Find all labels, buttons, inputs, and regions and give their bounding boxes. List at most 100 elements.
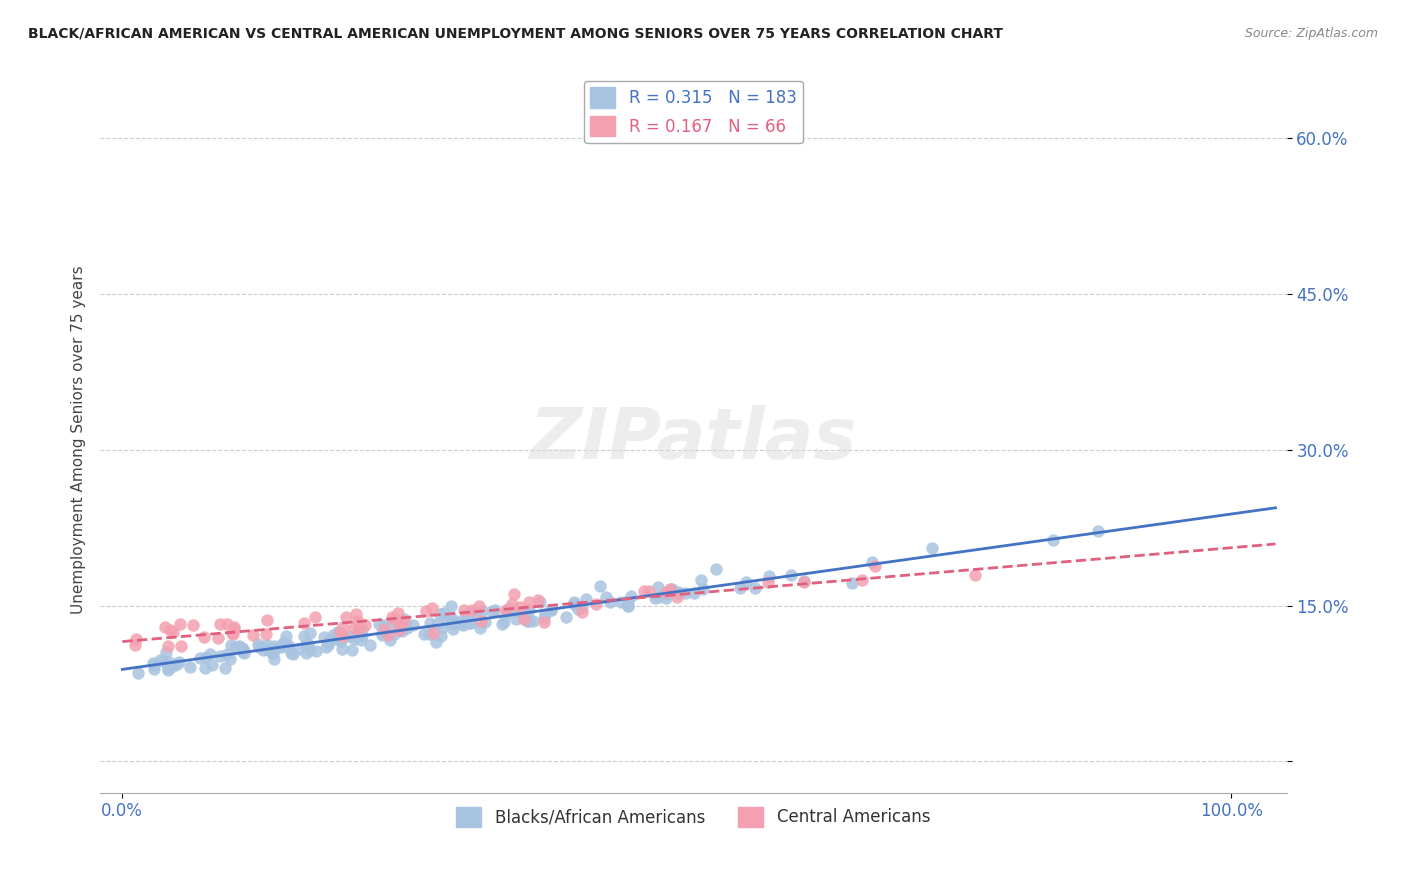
Point <box>460 607 482 621</box>
Point <box>277 638 299 652</box>
Point <box>231 644 253 658</box>
Point <box>263 639 285 653</box>
Point <box>326 625 349 640</box>
Point <box>863 559 886 574</box>
Point <box>208 649 231 664</box>
Point <box>527 593 550 607</box>
Point <box>515 603 537 617</box>
Point <box>188 650 211 665</box>
Point <box>262 647 284 661</box>
Point <box>426 617 449 632</box>
Point <box>344 607 367 621</box>
Point <box>571 605 593 619</box>
Point <box>127 666 149 681</box>
Point <box>322 628 344 642</box>
Point <box>262 646 284 660</box>
Point <box>648 590 671 604</box>
Point <box>181 618 204 632</box>
Point <box>595 590 617 604</box>
Point <box>315 640 337 654</box>
Point <box>228 640 250 654</box>
Point <box>318 638 340 652</box>
Point <box>441 622 464 636</box>
Point <box>467 599 489 613</box>
Point <box>321 633 343 648</box>
Point <box>298 643 321 657</box>
Point <box>516 614 538 628</box>
Point <box>659 582 682 596</box>
Point <box>304 610 326 624</box>
Point <box>222 623 245 637</box>
Point <box>377 627 399 641</box>
Point <box>388 624 411 638</box>
Point <box>215 617 238 632</box>
Point <box>395 621 418 635</box>
Point <box>312 631 335 645</box>
Point <box>502 604 524 618</box>
Point <box>273 636 295 650</box>
Point <box>533 615 555 629</box>
Point <box>274 629 297 643</box>
Point <box>540 603 562 617</box>
Point <box>179 660 201 674</box>
Point <box>343 632 366 646</box>
Point <box>429 607 451 621</box>
Point <box>758 569 780 583</box>
Point <box>359 638 381 652</box>
Point <box>352 623 374 637</box>
Point <box>517 603 540 617</box>
Point <box>394 614 416 628</box>
Point <box>498 601 520 615</box>
Point <box>231 640 253 655</box>
Point <box>152 654 174 668</box>
Point <box>330 642 353 657</box>
Point <box>610 595 633 609</box>
Point <box>297 638 319 652</box>
Point <box>346 624 368 639</box>
Point <box>273 638 295 652</box>
Point <box>370 626 392 640</box>
Point <box>228 639 250 653</box>
Point <box>263 652 285 666</box>
Point <box>326 625 349 640</box>
Point <box>415 604 437 618</box>
Point <box>554 610 576 624</box>
Point <box>460 615 482 630</box>
Point <box>162 625 184 640</box>
Point <box>385 613 408 627</box>
Point <box>575 591 598 606</box>
Point <box>221 625 243 640</box>
Point <box>673 586 696 600</box>
Point <box>522 614 544 628</box>
Point <box>125 632 148 647</box>
Point <box>166 657 188 672</box>
Point <box>157 655 180 669</box>
Point <box>420 601 443 615</box>
Point <box>384 612 406 626</box>
Point <box>155 645 177 659</box>
Point <box>1087 524 1109 539</box>
Point <box>451 618 474 632</box>
Point <box>413 626 436 640</box>
Point <box>441 612 464 626</box>
Point <box>515 607 537 622</box>
Point <box>378 632 401 647</box>
Point <box>793 574 815 589</box>
Point <box>860 555 883 569</box>
Point <box>395 618 418 632</box>
Point <box>193 630 215 644</box>
Point <box>142 656 165 670</box>
Point <box>299 625 322 640</box>
Point <box>329 624 352 639</box>
Point <box>540 603 562 617</box>
Y-axis label: Unemployment Among Seniors over 75 years: Unemployment Among Seniors over 75 years <box>72 265 86 614</box>
Point <box>728 581 751 595</box>
Point <box>657 587 679 601</box>
Point <box>214 661 236 675</box>
Point <box>330 634 353 648</box>
Point <box>419 615 441 630</box>
Legend: Blacks/African Americans, Central Americans: Blacks/African Americans, Central Americ… <box>450 800 936 834</box>
Point <box>422 626 444 640</box>
Point <box>534 607 557 622</box>
Point <box>318 634 340 648</box>
